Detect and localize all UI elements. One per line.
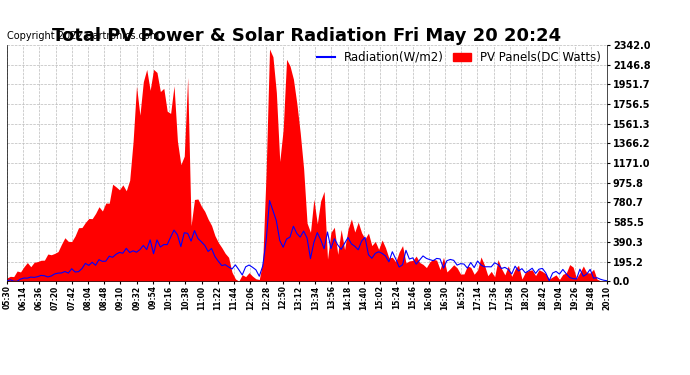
Text: Copyright 2022 Cartronics.com: Copyright 2022 Cartronics.com <box>7 32 159 41</box>
Legend: Radiation(W/m2), PV Panels(DC Watts): Radiation(W/m2), PV Panels(DC Watts) <box>317 51 601 64</box>
Title: Total PV Power & Solar Radiation Fri May 20 20:24: Total PV Power & Solar Radiation Fri May… <box>52 27 562 45</box>
